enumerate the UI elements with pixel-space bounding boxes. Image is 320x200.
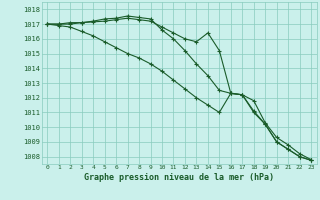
X-axis label: Graphe pression niveau de la mer (hPa): Graphe pression niveau de la mer (hPa) (84, 173, 274, 182)
